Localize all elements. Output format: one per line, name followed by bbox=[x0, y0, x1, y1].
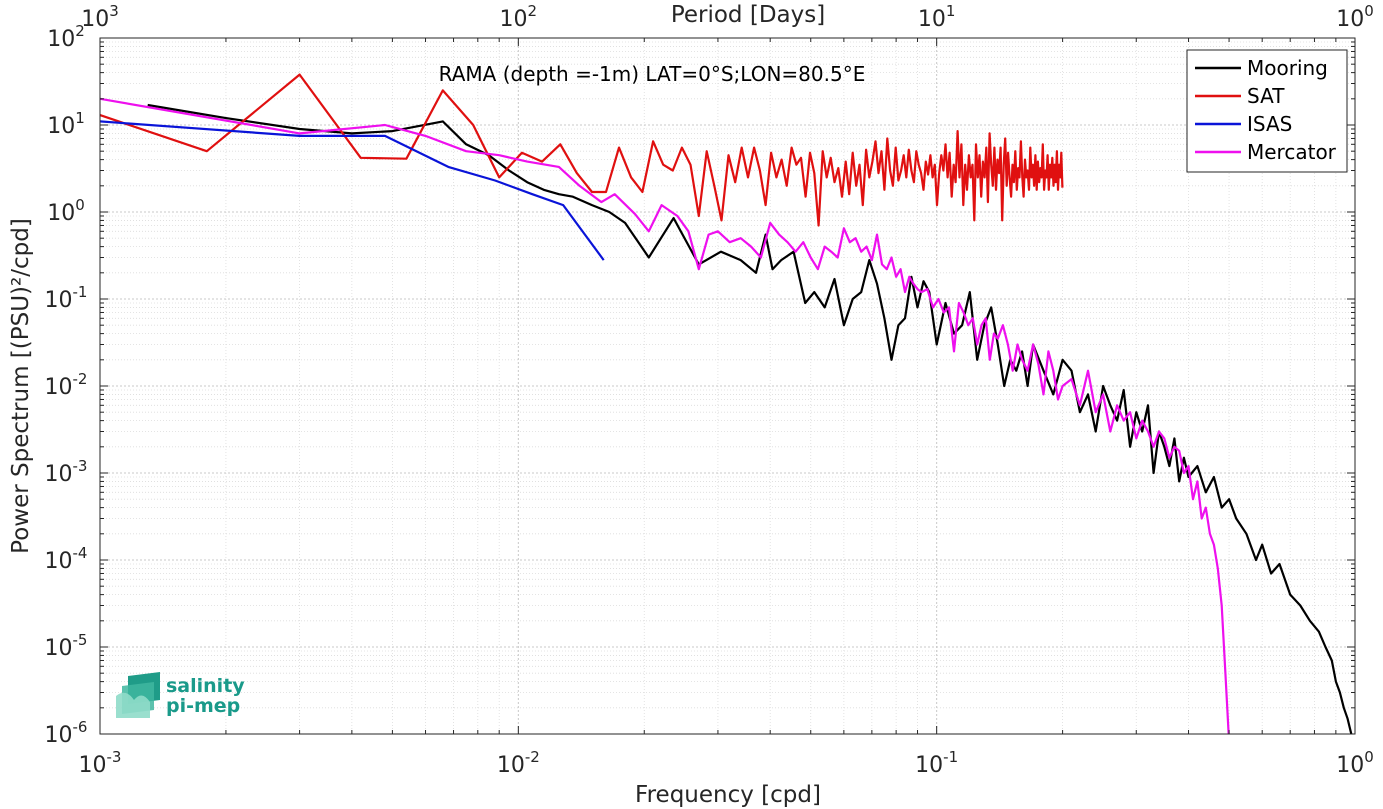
legend: Mooring SAT ISAS Mercator bbox=[1186, 49, 1348, 173]
series-line-sat bbox=[100, 73, 1064, 227]
y-tick-label: 10-3 bbox=[45, 457, 88, 487]
y-tick-labels: 102 101 100 10-1 10-2 10-3 10-4 10-5 10-6 bbox=[45, 22, 88, 748]
y-tick-label: 10-2 bbox=[45, 370, 88, 400]
series-line-isas bbox=[100, 120, 605, 261]
x2-tick-label: 102 bbox=[500, 2, 538, 32]
x-tick-labels: 10-3 10-2 10-1 100 bbox=[79, 748, 1374, 778]
logo-wave-icon bbox=[116, 672, 160, 718]
tick-marks bbox=[99, 37, 1356, 735]
x2-tick-label: 100 bbox=[1336, 2, 1374, 32]
logo-line1: salinity bbox=[166, 675, 245, 697]
legend-label-isas: ISAS bbox=[1247, 112, 1292, 136]
y-tick-label: 100 bbox=[47, 196, 85, 226]
y-tick-label: 10-1 bbox=[45, 283, 88, 313]
legend-label-mooring: Mooring bbox=[1247, 56, 1328, 80]
y-tick-label: 101 bbox=[47, 109, 85, 139]
y-tick-label: 10-6 bbox=[45, 718, 88, 748]
salinity-pi-mep-logo: salinity pi-mep bbox=[116, 672, 245, 718]
x2-tick-label: 103 bbox=[81, 2, 119, 32]
logo-line2: pi-mep bbox=[166, 695, 240, 717]
y-tick-label: 102 bbox=[47, 22, 85, 52]
chart-title: RAMA (depth =-1m) LAT=0°S;LON=80.5°E bbox=[439, 62, 866, 86]
x-tick-label: 10-2 bbox=[497, 748, 540, 778]
x2-tick-label: 101 bbox=[918, 2, 956, 32]
series-line-mooring bbox=[147, 103, 1353, 734]
y-tick-label: 10-4 bbox=[45, 544, 88, 574]
x-axis-title: Frequency [cpd] bbox=[635, 782, 821, 808]
y-tick-label: 10-5 bbox=[45, 631, 88, 661]
x2-axis-title: Period [Days] bbox=[671, 2, 825, 28]
x-tick-label: 100 bbox=[1336, 748, 1374, 778]
legend-label-sat: SAT bbox=[1247, 84, 1285, 108]
x2-tick-labels: 103 102 101 100 bbox=[81, 2, 1374, 32]
x-tick-label: 10-1 bbox=[915, 748, 958, 778]
x-tick-label: 10-3 bbox=[79, 748, 122, 778]
y-axis-title: Power Spectrum [(PSU)²/cpd] bbox=[8, 218, 34, 554]
series-line-mercator bbox=[100, 97, 1230, 734]
series-layer bbox=[100, 73, 1353, 734]
legend-label-mercator: Mercator bbox=[1247, 140, 1337, 164]
